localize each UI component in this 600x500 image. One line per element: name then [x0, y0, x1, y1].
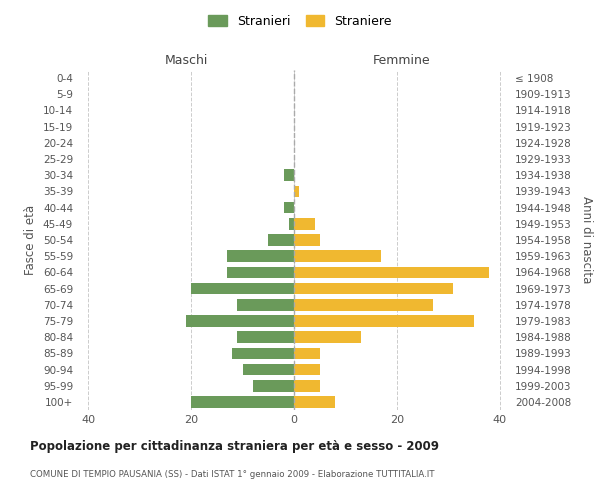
- Bar: [294, 315, 474, 327]
- Bar: [294, 250, 382, 262]
- Bar: [294, 348, 320, 359]
- Bar: [191, 396, 294, 407]
- Bar: [294, 282, 454, 294]
- Bar: [238, 332, 294, 343]
- Bar: [191, 282, 294, 294]
- Bar: [253, 380, 294, 392]
- Bar: [227, 250, 294, 262]
- Bar: [238, 299, 294, 310]
- Bar: [294, 266, 490, 278]
- Bar: [186, 315, 294, 327]
- Bar: [284, 202, 294, 213]
- Y-axis label: Anni di nascita: Anni di nascita: [580, 196, 593, 284]
- Text: COMUNE DI TEMPIO PAUSANIA (SS) - Dati ISTAT 1° gennaio 2009 - Elaborazione TUTTI: COMUNE DI TEMPIO PAUSANIA (SS) - Dati IS…: [30, 470, 434, 479]
- Bar: [294, 380, 320, 392]
- Bar: [227, 266, 294, 278]
- Bar: [284, 170, 294, 181]
- Y-axis label: Fasce di età: Fasce di età: [25, 205, 37, 275]
- Text: Femmine: Femmine: [373, 54, 431, 67]
- Text: Popolazione per cittadinanza straniera per età e sesso - 2009: Popolazione per cittadinanza straniera p…: [30, 440, 439, 453]
- Bar: [268, 234, 294, 246]
- Bar: [294, 186, 299, 198]
- Bar: [294, 218, 314, 230]
- Bar: [294, 332, 361, 343]
- Bar: [294, 364, 320, 376]
- Legend: Stranieri, Straniere: Stranieri, Straniere: [205, 11, 395, 32]
- Bar: [289, 218, 294, 230]
- Bar: [294, 396, 335, 407]
- Bar: [294, 234, 320, 246]
- Bar: [242, 364, 294, 376]
- Bar: [232, 348, 294, 359]
- Text: Maschi: Maschi: [164, 54, 208, 67]
- Bar: [294, 299, 433, 310]
